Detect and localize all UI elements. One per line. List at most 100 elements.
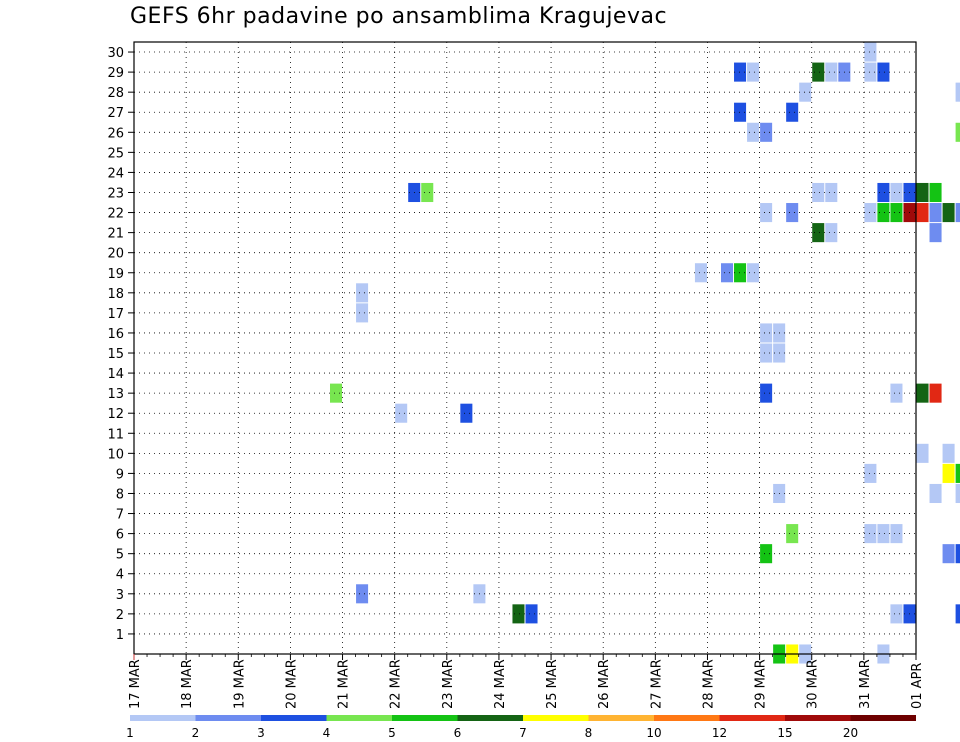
colorbar-swatch: [588, 715, 654, 721]
plot-frame: [133, 41, 917, 655]
y-tick-label: 8: [116, 487, 124, 502]
precip-cell: [825, 182, 838, 203]
x-tick-label: 25 MAR: [545, 659, 560, 709]
colorbar-swatch: [654, 715, 720, 721]
y-tick-label: 3: [116, 588, 124, 603]
y-tick-label: 15: [107, 347, 124, 362]
colorbar-swatch: [195, 715, 261, 721]
x-tick-label: 20 MAR: [284, 659, 299, 709]
y-tick-label: 2: [116, 608, 124, 623]
precip-cell: [356, 303, 369, 323]
precip-cell: [721, 263, 734, 283]
precip-cell: [760, 383, 773, 403]
y-tick-label: 19: [107, 267, 124, 282]
precip-cell: [760, 323, 773, 343]
y-tick-label: 10: [107, 447, 124, 462]
precip-cell: [356, 584, 369, 604]
y-tick-label: 7: [116, 508, 124, 523]
precip-cell: [747, 263, 760, 283]
precip-cell: [955, 122, 960, 142]
precip-cell: [955, 483, 960, 504]
x-tick-label: 23 MAR: [441, 659, 456, 709]
y-tick-label: 6: [116, 528, 124, 543]
colorbar-label: 6: [454, 726, 462, 740]
colorbar-label: 2: [192, 726, 200, 740]
x-tick-label: 18 MAR: [180, 659, 195, 709]
precip-cell: [877, 62, 890, 82]
precip-cell: [955, 203, 960, 223]
y-tick-label: 23: [107, 186, 124, 201]
precip-cell: [955, 604, 960, 624]
precip-cell: [916, 443, 929, 463]
y-tick-label: 1: [116, 628, 124, 643]
precip-cell: [812, 62, 825, 82]
colorbar-swatch: [457, 715, 523, 721]
x-tick-label: 30 MAR: [806, 659, 821, 709]
colorbar-label: 4: [323, 726, 331, 740]
y-tick-label: 25: [107, 146, 124, 161]
precip-cell: [916, 182, 929, 203]
y-tick-label: 27: [107, 106, 124, 121]
colorbar-label: 10: [646, 726, 661, 740]
precip-cell: [786, 524, 799, 544]
precip-cell: [864, 42, 877, 62]
colorbar-label: 15: [777, 726, 792, 740]
y-tick-label: 5: [116, 548, 124, 563]
colorbar-label: 3: [257, 726, 265, 740]
x-tick-label: 01 APR: [910, 663, 925, 709]
grid-layer: [133, 42, 917, 654]
precip-cell: [890, 182, 903, 203]
x-tick-label: 22 MAR: [389, 659, 404, 709]
precip-cell: [864, 203, 877, 223]
precip-cell: [955, 544, 960, 564]
y-tick-label: 14: [107, 367, 124, 382]
precip-cell: [812, 182, 825, 203]
colorbar-label: 1: [126, 726, 134, 740]
precip-cell: [786, 203, 799, 223]
chart-title: GEFS 6hr padavine po ansamblima Kragujev…: [130, 4, 668, 29]
x-tick-label: 19 MAR: [232, 659, 247, 709]
precip-cell: [929, 203, 942, 223]
precip-cell: [525, 604, 538, 624]
y-tick-label: 13: [107, 387, 124, 402]
precip-cell: [460, 403, 473, 423]
precip-cell: [929, 182, 942, 203]
precip-cell: [734, 62, 747, 82]
colorbar-swatch: [130, 715, 196, 721]
precip-cell: [734, 102, 747, 122]
precip-cell: [929, 483, 942, 504]
colorbar-swatch: [850, 715, 916, 721]
y-tick-label: 21: [107, 227, 124, 242]
x-tick-label: 17 MAR: [128, 659, 143, 709]
precip-cell: [330, 383, 343, 403]
precip-cell: [929, 223, 942, 243]
colorbar-swatch: [392, 715, 458, 721]
precip-cell: [825, 223, 838, 243]
y-tick-label: 17: [107, 307, 124, 322]
x-tick-label: 31 MAR: [858, 659, 873, 709]
precip-cell: [916, 203, 929, 223]
y-tick-label: 30: [107, 46, 124, 61]
y-tick-label: 26: [107, 126, 124, 141]
x-tick-label: 28 MAR: [701, 659, 716, 709]
x-tick-label: 24 MAR: [493, 659, 508, 709]
precip-cell: [929, 383, 942, 403]
colorbar-swatch: [326, 715, 392, 721]
precip-cell: [864, 463, 877, 483]
y-tick-label: 11: [107, 427, 124, 442]
precip-cell: [942, 463, 955, 483]
precip-cell: [877, 524, 890, 544]
precip-cell: [916, 383, 929, 403]
precip-cell: [786, 102, 799, 122]
x-tick-label: 27 MAR: [649, 659, 664, 709]
y-tick-label: 9: [116, 467, 124, 482]
precip-cell: [747, 122, 760, 142]
colorbar-swatch: [719, 715, 785, 721]
y-tick-label: 22: [107, 207, 124, 222]
y-tick-label: 24: [107, 166, 124, 181]
precip-cell: [942, 203, 955, 223]
precip-cell: [890, 604, 903, 624]
precip-cell: [760, 203, 773, 223]
